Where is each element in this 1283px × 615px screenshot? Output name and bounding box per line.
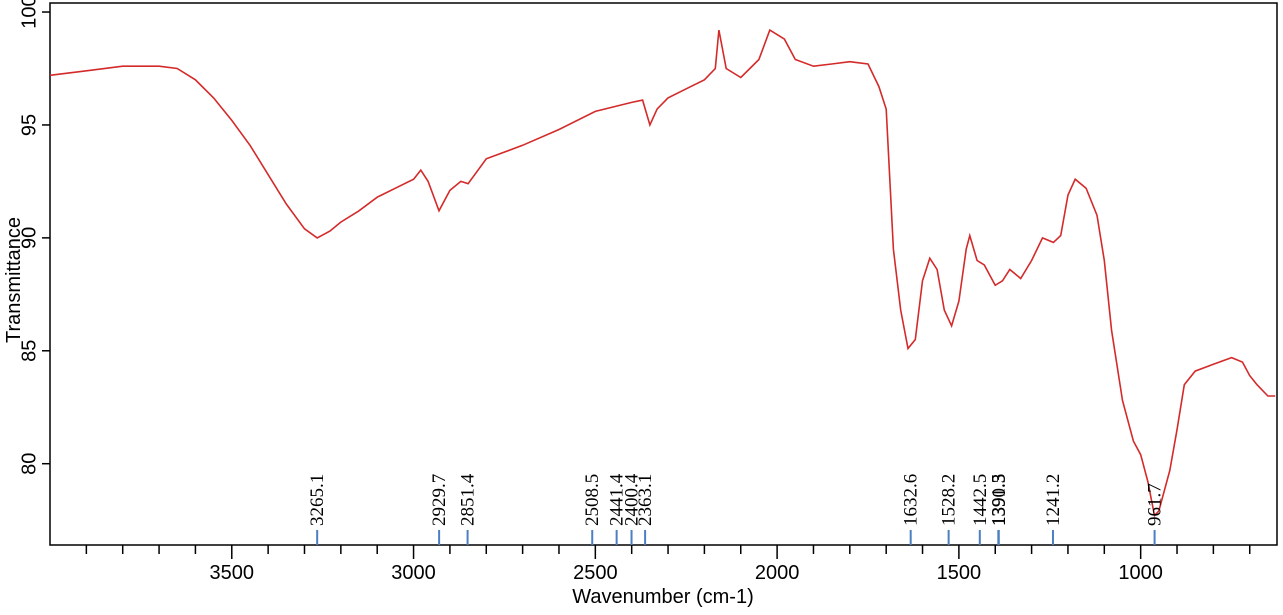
peak-label: 3265.1 — [307, 474, 328, 526]
plot-frame — [49, 2, 1278, 546]
spectrum-line — [49, 28, 1276, 518]
y-axis-label: Transmittance — [3, 217, 25, 343]
peak-label: 2929.7 — [429, 474, 450, 526]
y-tick-label: 95 — [18, 114, 40, 136]
peak-label: 2363.1 — [635, 474, 656, 526]
y-tick-label: 80 — [18, 453, 40, 475]
peak-label: 2400.4 — [622, 473, 643, 526]
peak-label: 1632.6 — [901, 474, 922, 526]
peak-label: 1528.2 — [939, 474, 960, 526]
peak-label: 2441.4 — [607, 473, 628, 526]
peak-label: 1241.2 — [1043, 474, 1064, 526]
x-tick-label: 3500 — [210, 562, 255, 584]
peak-label: 1391.5 — [988, 474, 1009, 526]
y-tick-label: 90 — [18, 227, 40, 249]
peak-label: 1442.5 — [970, 474, 991, 526]
peak-label: 2508.5 — [582, 474, 603, 526]
x-tick-label: 1500 — [937, 562, 982, 584]
peak-label: 2851.4 — [458, 473, 479, 526]
x-tick-label: 1000 — [1118, 562, 1163, 584]
x-tick-label: 3000 — [391, 562, 436, 584]
peak-label: 961.7 — [1145, 483, 1166, 526]
peak-label: 1390.3 — [989, 474, 1010, 526]
x-tick-label: 2000 — [755, 562, 800, 584]
x-tick-label: 2500 — [573, 562, 618, 584]
y-tick-label: 100 — [18, 0, 40, 29]
y-tick-label: 85 — [18, 340, 40, 362]
x-axis-label: Wavenumber (cm-1) — [572, 586, 754, 608]
